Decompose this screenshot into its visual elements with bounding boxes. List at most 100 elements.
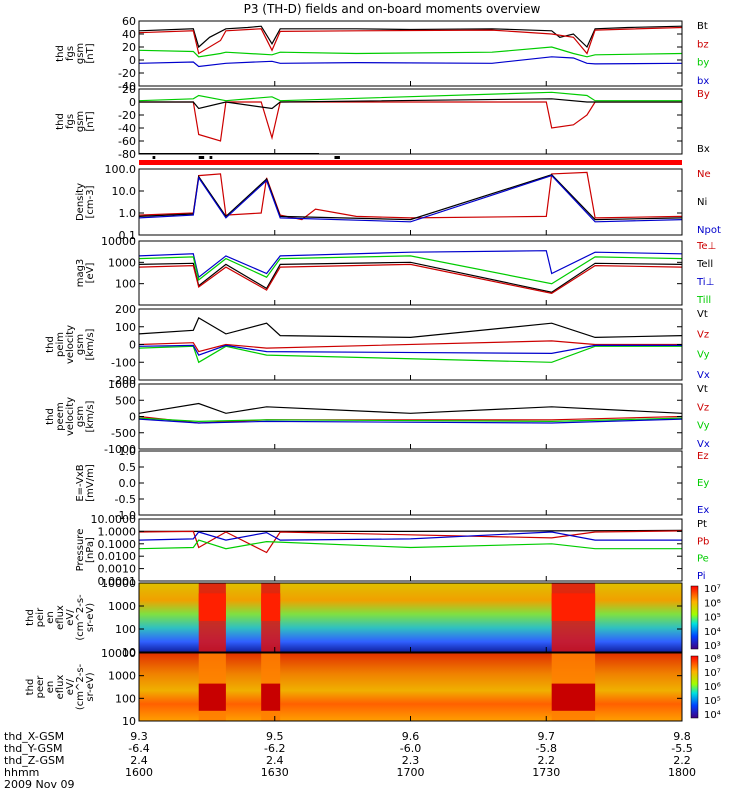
x-tick-label: 2.4 xyxy=(130,754,148,767)
series-line-bt xyxy=(139,25,682,49)
legend-entry: Vt xyxy=(697,384,708,395)
series-group xyxy=(139,171,682,223)
y-axis-label-line: thd xyxy=(55,113,66,130)
y-axis-label-line: [nPa] xyxy=(85,537,96,563)
y-tick-label: -20 xyxy=(118,109,136,122)
date-label: 2009 Nov 09 xyxy=(4,778,74,791)
y-axis-label: thd fgs gsm [nT] xyxy=(55,43,96,64)
y-tick-label: 1000 xyxy=(108,256,136,269)
series-line-vt xyxy=(139,402,682,414)
legend-entry: Ni xyxy=(697,197,707,208)
mode-bar-mark xyxy=(334,156,340,159)
colorbar-label: 10⁵ xyxy=(704,613,721,624)
y-tick-label: 0.0100 xyxy=(98,550,137,563)
y-tick-label: 0 xyxy=(129,54,136,67)
y-tick-label: 100 xyxy=(115,623,136,636)
series-line-vt xyxy=(139,317,682,339)
series-line-pi xyxy=(139,531,682,541)
panel-frame xyxy=(138,88,683,155)
colorbar-label: 10⁶ xyxy=(704,598,721,609)
legend-entry: Pi xyxy=(697,571,706,582)
y-axis-label-line: peem xyxy=(55,402,66,430)
y-tick-label: -1000 xyxy=(104,443,136,456)
x-tick-label: 1630 xyxy=(261,766,289,779)
series-line-npot xyxy=(139,174,682,223)
series-group xyxy=(139,250,682,295)
x-tick-label: 2.2 xyxy=(673,754,691,767)
y-axis-label-line: velocity xyxy=(65,397,76,436)
y-axis-label-line: thd xyxy=(45,336,56,353)
legend-entry: Bx xyxy=(697,144,710,155)
y-axis-label: thd peem velocity gsm [km/s] xyxy=(45,397,96,436)
legend-entry: Ex xyxy=(697,505,709,516)
panel-ion_velocity: Vt Vz Vy Vx 200 100 0 -100 -200 thd peim velocity gs… xyxy=(45,303,710,387)
panel-electron_velocity: Vt Vz Vy Vx 1000 500 0 -500 -1000 thd peem velocity… xyxy=(45,378,710,456)
series-group xyxy=(139,317,682,364)
y-axis-label-line: [km/s] xyxy=(85,400,96,432)
y-axis-label-line: Density xyxy=(75,183,86,221)
colorbar-scale xyxy=(690,655,699,719)
panel-temperature: Te⊥ Tell Ti⊥ Till 10000 1000 100 mag3 [eV] xyxy=(75,235,716,306)
legend-entry: Vy xyxy=(697,350,710,361)
y-tick-label: -60 xyxy=(118,135,136,148)
legend-entry: Ez xyxy=(697,451,709,462)
series-line-vx xyxy=(139,418,682,424)
series-line-ti⊥ xyxy=(139,250,682,279)
y-tick-label: 0.0010 xyxy=(98,563,137,576)
x-tick-label: 1700 xyxy=(397,766,425,779)
series-line-tell xyxy=(139,261,682,293)
y-axis-label-line: peer xyxy=(35,675,46,699)
y-tick-label: 40 xyxy=(122,28,136,41)
spectrogram-core-region xyxy=(261,683,281,711)
legend-entry: bx xyxy=(697,76,709,87)
y-tick-label: 20 xyxy=(122,41,136,54)
y-axis-label-line: sr-eV) xyxy=(85,603,96,632)
x-row-label: hhmm xyxy=(4,766,39,779)
legend-entry: Ne xyxy=(697,169,711,180)
mode-bar-mark xyxy=(209,156,213,159)
series-line-bz xyxy=(139,91,682,102)
series-line-pt xyxy=(139,529,682,532)
y-tick-label: 100.0 xyxy=(105,163,137,176)
y-tick-label: -0.5 xyxy=(115,493,136,506)
y-axis-label-line: peim xyxy=(55,332,66,357)
y-tick-label: 60 xyxy=(122,15,136,28)
legend-entry: Vx xyxy=(697,370,710,381)
spectrogram-core-region xyxy=(551,683,596,711)
x-tick-label: 1600 xyxy=(125,766,153,779)
y-tick-label: -500 xyxy=(111,427,136,440)
y-axis-label-line: gsm xyxy=(75,406,86,427)
y-axis-label-line: gsm xyxy=(75,111,86,132)
colorbar-label: 10⁴ xyxy=(704,627,721,638)
y-axis-label-line: (cm^2-s- xyxy=(75,663,86,710)
y-tick-label: -200 xyxy=(111,374,136,387)
y-axis-label-line: eflux xyxy=(55,675,66,700)
spectrogram-core-region xyxy=(198,683,226,711)
legend-entry: by xyxy=(697,58,709,69)
panel-ion_spectrogram: 10⁷ 10⁶ 10⁵ 10⁴ 10³ 10000 1000 100 10 thd peir en ef… xyxy=(25,577,721,659)
figure-title: P3 (TH-D) fields and on-board moments ov… xyxy=(244,2,541,16)
legend-entry: Pt xyxy=(697,519,707,530)
legend-entry: Npot xyxy=(697,225,721,236)
y-axis-label: E=-VxB [mV/m] xyxy=(75,464,96,502)
y-axis-label-line: [eV] xyxy=(85,263,96,284)
y-axis-label: thd fgs gsm [nT] xyxy=(55,111,96,132)
panel-frame xyxy=(138,240,683,306)
y-tick-label: -1.0 xyxy=(115,509,136,522)
series-group xyxy=(139,25,682,68)
colorbar-label: 10⁶ xyxy=(704,682,721,693)
y-axis-label: thd peir en eflux eV/(cm^2-s-sr-eV) xyxy=(25,594,96,641)
y-tick-label: 100 xyxy=(115,321,136,334)
series-line-ni xyxy=(139,174,682,221)
y-tick-label: 1000 xyxy=(108,670,136,683)
legend-entry: Tell xyxy=(696,259,713,270)
y-tick-label: 100 xyxy=(115,692,136,705)
y-axis-label-line: mag3 xyxy=(75,259,86,288)
y-axis-label-line: thd xyxy=(45,408,56,425)
colorbar-label: 10⁴ xyxy=(704,710,721,721)
y-tick-label: 0.0 xyxy=(119,477,137,490)
y-tick-label: 10 xyxy=(122,646,136,659)
y-tick-label: 10000 xyxy=(101,235,136,248)
